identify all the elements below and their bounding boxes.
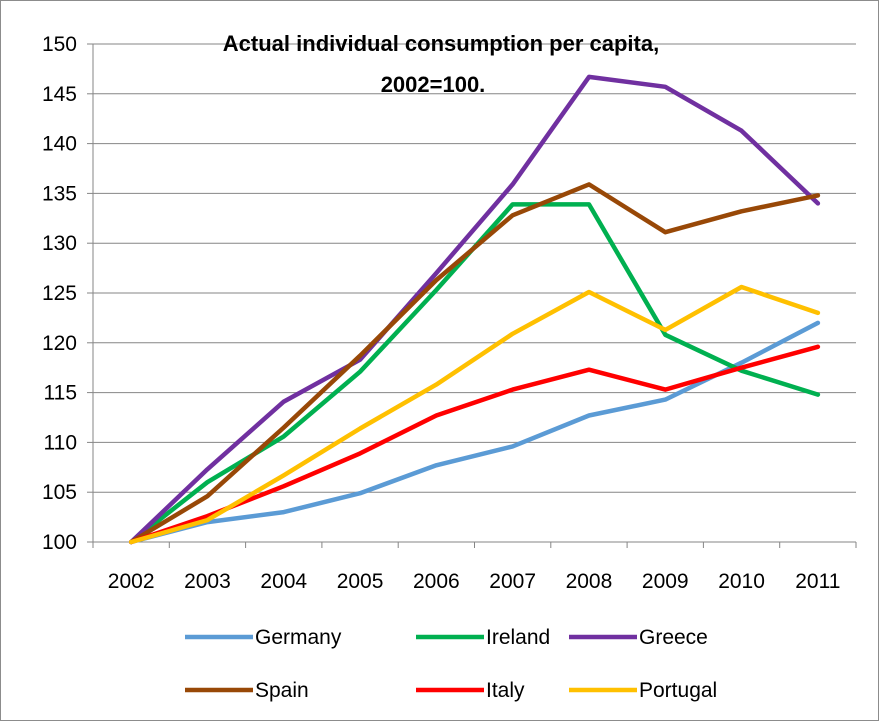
chart-title-line-2: 2002=100. — [381, 72, 486, 97]
y-tick-label: 100 — [42, 531, 77, 554]
series-line-spain — [128, 182, 821, 545]
x-tick-label: 2011 — [795, 570, 840, 593]
chart-title: Actual individual consumption per capita… — [223, 31, 659, 97]
x-tick-label: 2003 — [184, 570, 231, 593]
series-line-portugal — [128, 284, 821, 545]
axes: 100 105 110 115 120 125 130 135 140 145 150 2002 200… — [42, 33, 857, 593]
chart-title-line-1: Actual individual consumption per capita… — [223, 31, 659, 56]
series-lines — [128, 74, 821, 545]
x-tick-label: 2010 — [718, 570, 765, 593]
y-tick-label: 135 — [42, 182, 77, 205]
gridlines — [93, 43, 856, 493]
legend-label-spain: Spain — [255, 679, 309, 702]
y-tick-label: 140 — [42, 133, 77, 156]
x-tick-label: 2004 — [260, 570, 307, 593]
legend-label-portugal: Portugal — [639, 679, 717, 702]
x-tick-label: 2009 — [642, 570, 689, 593]
x-tick-label: 2007 — [489, 570, 536, 593]
x-tick-label: 2002 — [108, 570, 155, 593]
legend: Germany Ireland Greece Spain Italy Portugal — [185, 626, 717, 702]
series-line-italy — [128, 344, 821, 545]
y-tick-label: 145 — [42, 83, 77, 106]
y-tick-label: 105 — [42, 481, 77, 504]
x-tick-label: 2006 — [413, 570, 460, 593]
x-tick-label: 2008 — [566, 570, 613, 593]
legend-label-germany: Germany — [255, 626, 342, 649]
y-tick-label: 130 — [42, 232, 77, 255]
series-line-germany — [128, 320, 821, 545]
series-line-greece — [128, 74, 821, 545]
y-tick-label: 115 — [44, 382, 77, 405]
y-tick-label: 150 — [42, 33, 77, 56]
y-tick-label: 125 — [42, 282, 77, 305]
y-tick-label: 120 — [42, 332, 77, 355]
legend-label-greece: Greece — [639, 626, 708, 649]
x-tick-label: 2005 — [337, 570, 384, 593]
legend-label-ireland: Ireland — [486, 626, 550, 649]
legend-label-italy: Italy — [486, 679, 525, 702]
y-tick-label: 110 — [44, 431, 77, 454]
